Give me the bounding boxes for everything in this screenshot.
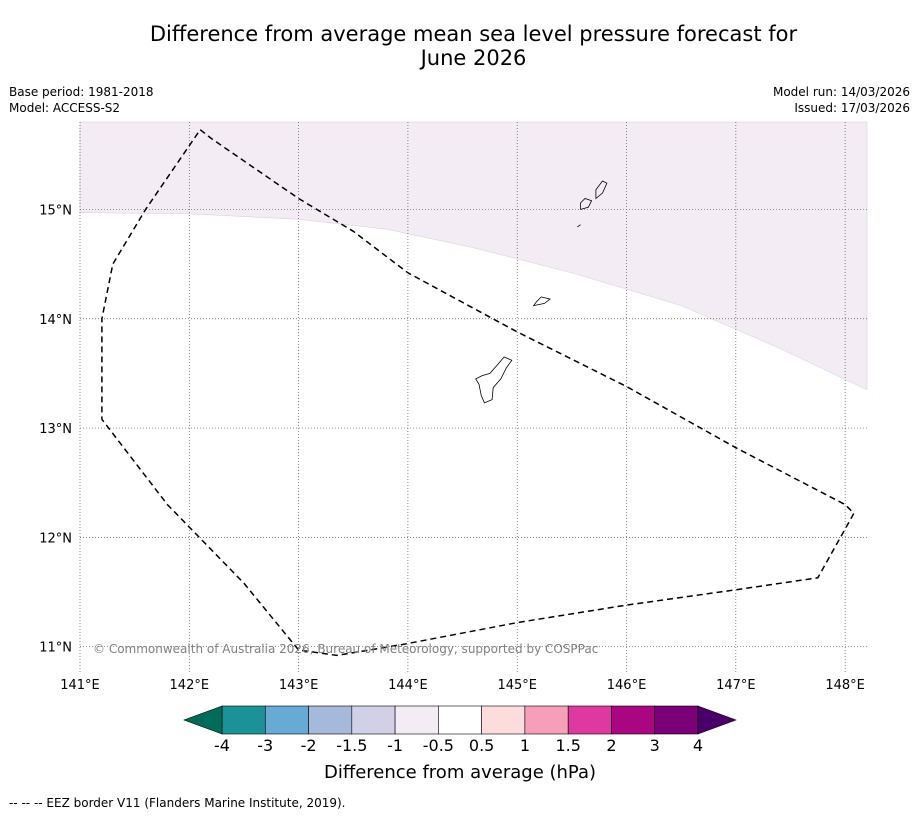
colorbar-tick-label: 0.5: [469, 736, 494, 755]
colorbar-segment: [481, 705, 526, 735]
meta-left: Base period: 1981-2018 Model: ACCESS-S2: [9, 84, 154, 116]
title-line-2: June 2026: [420, 46, 527, 70]
colorbar-tick-label: -2: [301, 736, 317, 755]
colorbar-segment: [438, 705, 482, 735]
lat-tick-label: 14°N: [39, 313, 72, 328]
island-coastline: [580, 198, 593, 210]
anomaly-region: [79, 121, 868, 391]
colorbar-tick-label: -3: [257, 736, 273, 755]
lon-tick-label: 148°E: [825, 678, 865, 693]
colorbar-tick-label: 1: [520, 736, 530, 755]
colorbar-segment: [567, 705, 612, 735]
colorbar-segment: [351, 705, 396, 735]
eez-border: [101, 129, 855, 657]
colorbar-tick-label: 3: [650, 736, 660, 755]
colorbar-tick-label: -0.5: [423, 736, 454, 755]
colorbar-label: Difference from average (hPa): [324, 762, 596, 783]
colorbar-segment: [394, 705, 439, 735]
island-coastline: [577, 224, 581, 228]
lon-tick-label: 146°E: [607, 678, 647, 693]
map-area[interactable]: 141°E 142°E 143°E 144°E 145°E 146°E 147°E 148°E…: [39, 121, 868, 693]
lon-tick-label: 141°E: [60, 678, 100, 693]
colorbar-tick-label: -4: [214, 736, 230, 755]
eez-footnote: -- -- -- EEZ border V11 (Flanders Marine…: [9, 796, 346, 810]
colorbar-over-arrow: [697, 705, 737, 735]
colorbar-segment: [221, 705, 266, 735]
colorbar-segment: [611, 705, 656, 735]
lat-tick-label: 12°N: [39, 531, 72, 546]
island-coastline: [595, 180, 608, 200]
colorbar-segment: [308, 705, 353, 735]
island-coastline: [532, 296, 551, 307]
base-period: Base period: 1981-2018: [9, 85, 154, 99]
colorbar-segment: [264, 705, 309, 735]
lat-tick-label: 15°N: [39, 203, 72, 218]
colorbar-segment: [654, 705, 699, 735]
copyright-text: © Commonwealth of Australia 2026, Bureau…: [93, 642, 598, 656]
lon-tick-label: 142°E: [170, 678, 210, 693]
lat-tick-label: 13°N: [39, 422, 72, 437]
meta-right: Model run: 14/03/2026 Issued: 17/03/2026: [773, 84, 910, 116]
model-name: Model: ACCESS-S2: [9, 101, 121, 115]
title-line-1: Difference from average mean sea level p…: [149, 22, 798, 46]
colorbar-segment: [524, 705, 569, 735]
chart-title: Difference from average mean sea level p…: [80, 22, 867, 70]
colorbar-tick-label: -1: [387, 736, 403, 755]
lon-tick-label: 147°E: [716, 678, 756, 693]
colorbar: -4 -3 -2 -1.5 -1 -0.5 0.5 1 1.5 2 3 4 Difference fro…: [183, 705, 737, 783]
colorbar-tick-label: 2: [606, 736, 616, 755]
lon-tick-label: 144°E: [388, 678, 428, 693]
colorbar-tick-label: 1.5: [555, 736, 580, 755]
colorbar-tick-label: 4: [693, 736, 703, 755]
lat-tick-label: 11°N: [39, 641, 72, 656]
island-coastline: [475, 356, 513, 404]
lon-tick-label: 143°E: [279, 678, 319, 693]
lon-tick-label: 145°E: [497, 678, 537, 693]
issued-date: Issued: 17/03/2026: [794, 101, 910, 115]
colorbar-tick-label: -1.5: [336, 736, 367, 755]
colorbar-under-arrow: [183, 705, 223, 735]
model-run: Model run: 14/03/2026: [772, 85, 910, 99]
